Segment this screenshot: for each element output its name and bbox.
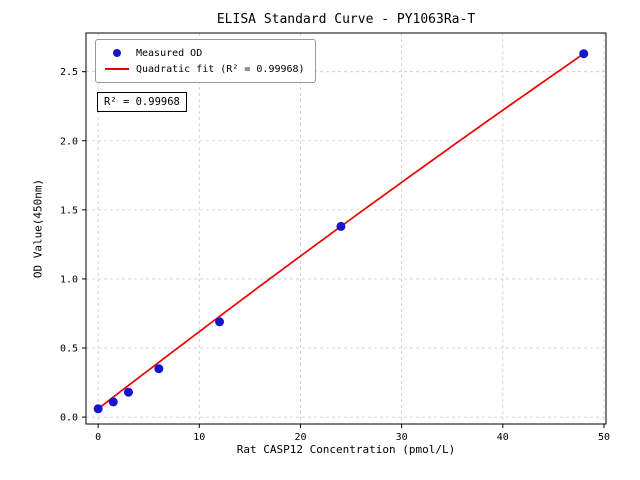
- y-axis-label: OD Value(450nm): [31, 178, 45, 279]
- data-point: [579, 49, 589, 59]
- data-point: [154, 364, 164, 374]
- y-tick-label: 0.0: [60, 413, 78, 424]
- data-point: [93, 404, 103, 414]
- data-point: [215, 317, 225, 327]
- x-tick-label: 0: [95, 432, 101, 443]
- legend-item-measured-od: Measured OD: [104, 45, 305, 61]
- r-squared-annotation: R² = 0.99968: [97, 92, 187, 112]
- data-point: [336, 221, 346, 231]
- red-line-icon: [105, 68, 129, 70]
- data-point: [123, 387, 133, 397]
- blue-dot-icon: [113, 49, 121, 57]
- x-tick-label: 50: [598, 432, 610, 443]
- x-tick-label: 40: [497, 432, 509, 443]
- legend-label: Quadratic fit (R² = 0.99968): [136, 63, 305, 75]
- chart-title: ELISA Standard Curve - PY1063Ra-T: [216, 12, 476, 27]
- x-axis-label: Rat CASP12 Concentration (pmol/L): [236, 443, 456, 456]
- legend-line-marker: [104, 68, 130, 70]
- y-tick-label: 1.0: [60, 274, 78, 285]
- plot-border: [85, 32, 607, 425]
- legend-item-quadratic-fit: Quadratic fit (R² = 0.99968): [104, 61, 305, 77]
- data-point: [108, 397, 118, 407]
- x-tick-label: 30: [396, 432, 408, 443]
- x-tick-label: 10: [193, 432, 205, 443]
- legend-point-marker: [104, 49, 130, 57]
- legend: Measured OD Quadratic fit (R² = 0.99968): [95, 39, 316, 83]
- y-tick-label: 2.0: [60, 136, 78, 147]
- y-tick-label: 2.5: [60, 67, 78, 78]
- y-tick-label: 0.5: [60, 344, 78, 355]
- y-tick-label: 1.5: [60, 205, 78, 216]
- legend-label: Measured OD: [136, 47, 203, 59]
- x-tick-label: 20: [294, 432, 306, 443]
